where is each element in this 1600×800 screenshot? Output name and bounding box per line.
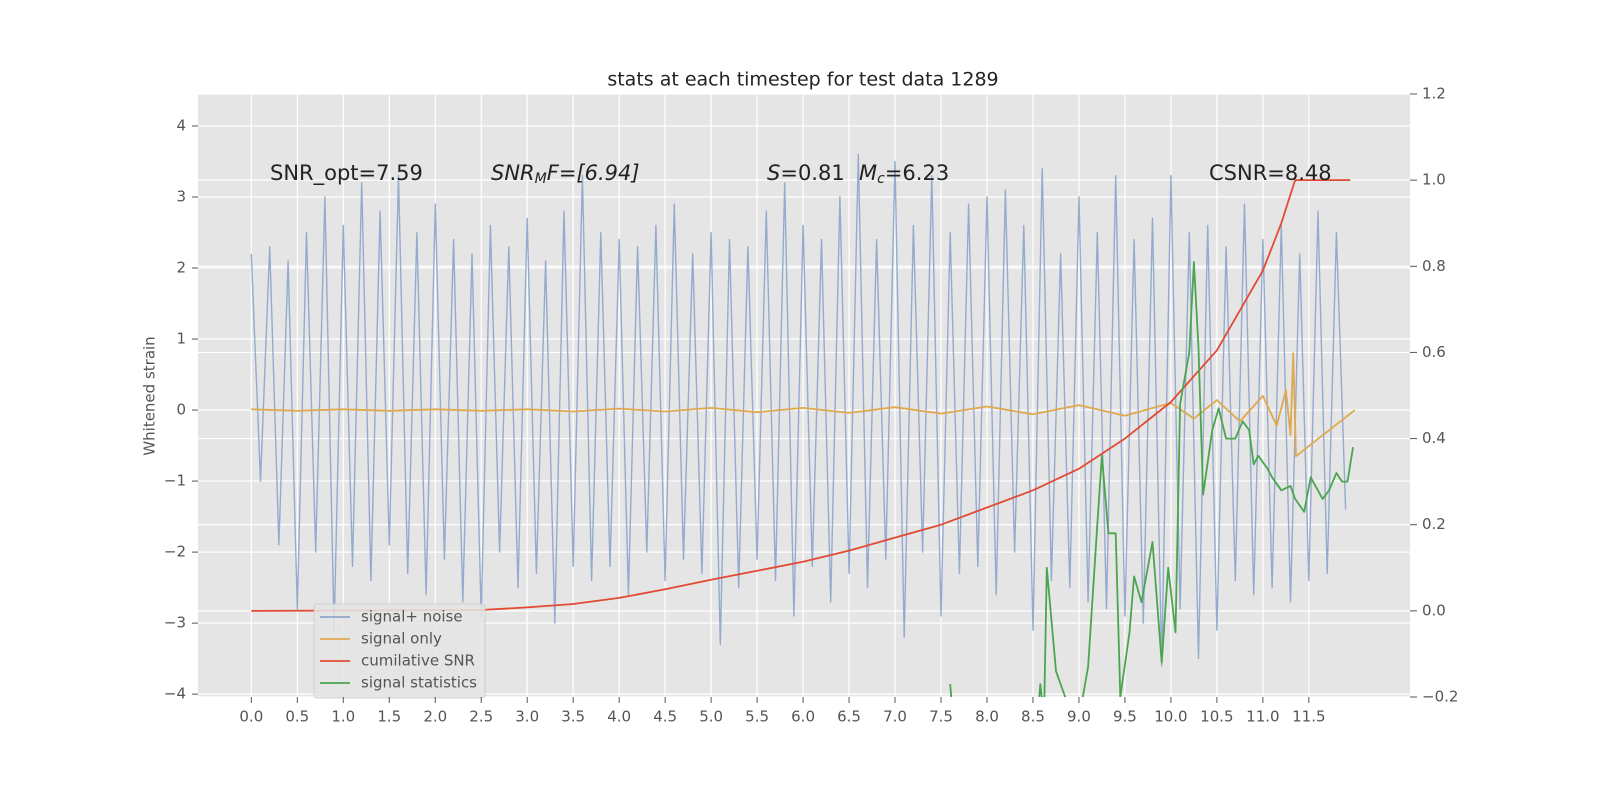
x-tick-label: 11.5 bbox=[1292, 708, 1325, 726]
legend-label: signal+ noise bbox=[361, 608, 463, 626]
series-line bbox=[251, 352, 1356, 458]
x-tick-label: 6.5 bbox=[837, 708, 861, 726]
series-lines bbox=[250, 153, 1356, 697]
x-tick-label: 9.5 bbox=[1113, 708, 1137, 726]
plot-area bbox=[198, 94, 1410, 697]
y2-tick-label: 1.2 bbox=[1422, 85, 1446, 103]
x-tick-label: 2.5 bbox=[469, 708, 493, 726]
legend-label: signal only bbox=[361, 630, 442, 648]
annotation-text: M bbox=[535, 171, 547, 187]
annotation-text: SNR_opt=7.59 bbox=[270, 161, 423, 186]
x-tick-label: 11.0 bbox=[1246, 708, 1279, 726]
x-tick-label: 9.0 bbox=[1067, 708, 1091, 726]
x-tick-label: 2.0 bbox=[423, 708, 447, 726]
legend: signal+ noise signal only cumilative SNR si… bbox=[313, 603, 486, 699]
y-tick-label: 4 bbox=[176, 116, 186, 134]
legend-label: cumilative SNR bbox=[361, 652, 475, 670]
chart-title: stats at each timestep for test data 128… bbox=[607, 69, 998, 91]
annotation-text: CSNR=8.48 bbox=[1209, 161, 1332, 185]
annotation: CSNR=8.48 bbox=[1209, 161, 1332, 185]
y-tick-label: 3 bbox=[176, 187, 186, 205]
y-tick-label: −4 bbox=[164, 685, 186, 703]
x-tick-label: 8.5 bbox=[1021, 708, 1045, 726]
annotation-text: F=[6.94] bbox=[547, 161, 640, 185]
x-tick-label: 0.5 bbox=[285, 708, 309, 726]
annotation: SNRMF=[6.94] bbox=[491, 161, 640, 187]
x-tick-label: 5.5 bbox=[745, 708, 769, 726]
x-tick-label: 1.0 bbox=[331, 708, 355, 726]
x-tick-label: 8.0 bbox=[975, 708, 999, 726]
y-tick-label: −2 bbox=[164, 543, 186, 561]
y2-tick-label: 0.0 bbox=[1422, 601, 1446, 619]
annotation-text: =6.23 bbox=[885, 161, 949, 185]
x-tick-label: 3.5 bbox=[561, 708, 585, 726]
y-tick-label: 0 bbox=[176, 401, 186, 419]
x-tick-label: 5.0 bbox=[699, 708, 723, 726]
y2-tick-label: 0.8 bbox=[1422, 257, 1446, 275]
y-axis-label: Whitened strain bbox=[141, 336, 159, 455]
y2-tick-label: −0.2 bbox=[1422, 688, 1458, 706]
y2-tick-label: 0.6 bbox=[1422, 343, 1446, 361]
x-tick-label: 0.0 bbox=[239, 708, 263, 726]
series-line bbox=[250, 153, 1347, 667]
x-tick-label: 10.5 bbox=[1200, 708, 1233, 726]
y-tick-label: 2 bbox=[176, 259, 186, 277]
y2-tick-label: 0.2 bbox=[1422, 515, 1446, 533]
annotation-text: M bbox=[859, 161, 877, 185]
x-tick-label: 3.0 bbox=[515, 708, 539, 726]
x-tick-label: 6.0 bbox=[791, 708, 815, 726]
y-tick-label: −3 bbox=[164, 614, 186, 632]
legend-box bbox=[313, 603, 486, 699]
y-tick-label: −1 bbox=[164, 472, 186, 490]
x-tick-label: 1.5 bbox=[377, 708, 401, 726]
x-tick-label: 7.0 bbox=[883, 708, 907, 726]
x-tick-label: 4.5 bbox=[653, 708, 677, 726]
x-tick-label: 10.0 bbox=[1154, 708, 1187, 726]
series-line bbox=[949, 261, 1354, 697]
annotation: Mc=6.23 bbox=[859, 161, 949, 187]
annotation: SNR_opt=7.59 bbox=[270, 161, 423, 186]
y2-tick-label: 0.4 bbox=[1422, 429, 1446, 447]
annotations: SNR_opt=7.59 SNRMF=[6.94] S=0.81 Mc=6.23… bbox=[270, 161, 1332, 187]
annotation-text: S bbox=[767, 161, 780, 185]
x-tick-label: 4.0 bbox=[607, 708, 631, 726]
annotation: S=0.81 bbox=[767, 161, 845, 185]
y2-tick-label: 1.0 bbox=[1422, 171, 1446, 189]
x-tick-label: 7.5 bbox=[929, 708, 953, 726]
annotation-text: c bbox=[877, 171, 885, 187]
legend-label: signal statistics bbox=[361, 674, 477, 692]
y-tick-label: 1 bbox=[176, 330, 186, 348]
annotation-text: SNR bbox=[491, 161, 535, 185]
annotation-text: =0.81 bbox=[780, 161, 844, 185]
series-line bbox=[251, 179, 1351, 612]
